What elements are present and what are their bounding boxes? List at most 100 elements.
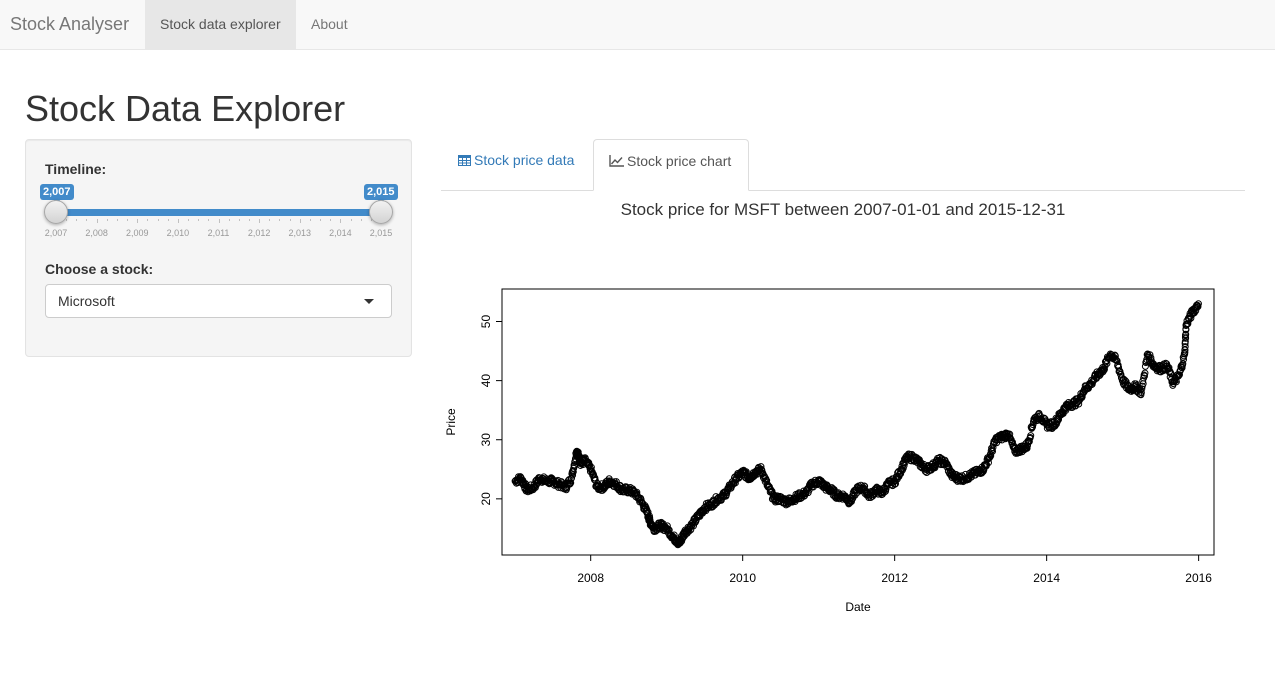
tab-stock-price-data[interactable]: Stock price data (443, 139, 589, 181)
slider-grid-tick (228, 219, 230, 221)
slider-grid-label: 2,011 (207, 228, 230, 238)
data-point (1027, 432, 1035, 440)
data-point (1175, 371, 1183, 379)
slider-grid-tick (248, 219, 250, 221)
data-point (663, 522, 671, 530)
tab-stock-price-chart[interactable]: Stock price chart (593, 139, 749, 191)
data-point (1182, 330, 1190, 338)
data-point (685, 527, 693, 535)
x-tick-label: 2008 (577, 571, 604, 585)
data-point (757, 463, 765, 471)
slider-grid-label: 2,010 (166, 228, 190, 238)
slider-grid-tick (147, 219, 149, 221)
x-tick-label: 2010 (729, 571, 756, 585)
y-tick-label: 20 (479, 492, 493, 506)
data-point (1116, 368, 1124, 376)
data-point (1138, 385, 1146, 393)
plot-frame (501, 288, 1215, 556)
data-point (761, 473, 769, 481)
slider-grid-tick (157, 219, 159, 221)
y-tick-label: 50 (479, 315, 493, 329)
timeline-label: Timeline: (45, 161, 107, 177)
data-point (1115, 363, 1123, 371)
x-tick-label: 2014 (1033, 571, 1060, 585)
stock-price-chart: Stock price for MSFT between 2007-01-01 … (444, 200, 1215, 614)
data-point (731, 479, 739, 487)
slider-grid-tick (218, 219, 220, 223)
slider-grid-tick (299, 219, 301, 223)
slider-grid-tick (269, 219, 271, 221)
slider-grid-tick (127, 219, 129, 221)
slider-grid-tick (309, 219, 311, 221)
slider-grid-label: 2,014 (329, 228, 352, 238)
slider-grid-tick (106, 219, 108, 221)
slider-grid-tick (177, 219, 179, 223)
slider-grid-tick (137, 219, 139, 223)
data-point (1075, 400, 1083, 408)
data-point (1184, 320, 1192, 328)
slider-grid-tick (96, 219, 98, 223)
data-point (1194, 300, 1202, 308)
slider-grid-tick (350, 219, 352, 221)
chart-title: Stock price for MSFT between 2007-01-01 … (621, 200, 1066, 219)
app-brand[interactable]: Stock Analyser (10, 14, 130, 34)
stock-select-value: Microsoft (58, 293, 115, 309)
data-point (1181, 343, 1189, 351)
slider-grid-tick (289, 219, 291, 221)
slider-grid-tick (208, 219, 210, 221)
slider-from-handle[interactable] (44, 200, 68, 224)
slider-to-handle[interactable] (369, 200, 393, 224)
slider-grid-tick (340, 219, 342, 223)
data-point (989, 447, 997, 455)
slider-grid-label: 2,007 (44, 228, 68, 238)
data-point (1122, 378, 1130, 386)
data-point (772, 493, 780, 501)
slider-grid-tick (360, 219, 362, 221)
slider-selected-range[interactable] (56, 209, 381, 216)
data-point (591, 474, 599, 482)
data-point (670, 531, 678, 539)
x-axis-label: Date (845, 600, 871, 614)
slider-grid-tick (320, 219, 322, 221)
data-point (861, 482, 869, 490)
slider-grid-tick (167, 219, 169, 221)
tab-stock-price-data-label: Stock price data (474, 152, 575, 168)
data-point (1194, 303, 1202, 311)
data-point (586, 461, 594, 469)
nav-tab-stock-data-explorer[interactable]: Stock data explorer (145, 0, 296, 49)
data-point (664, 525, 672, 533)
page-title: Stock Data Explorer (25, 88, 346, 129)
data-point (1178, 364, 1186, 372)
choose-stock-label: Choose a stock: (45, 261, 154, 277)
slider-grid-tick (238, 219, 240, 221)
caret-down-icon (364, 299, 374, 304)
data-point (1023, 442, 1031, 450)
data-point (763, 477, 771, 485)
slider-grid-tick (279, 219, 281, 221)
data-point (1182, 334, 1190, 342)
sidebar-panel (25, 139, 412, 357)
slider-grid-tick (198, 219, 200, 221)
data-point (567, 479, 575, 487)
data-point (758, 466, 766, 474)
line-chart-icon (609, 141, 624, 183)
slider-from-value: 2,007 (40, 184, 74, 203)
x-tick-label: 2012 (881, 571, 908, 585)
data-point (1141, 372, 1149, 380)
nav-tab-about[interactable]: About (311, 16, 348, 32)
y-tick-label: 30 (479, 433, 493, 447)
navbar: Stock Analyser Stock data explorer About (0, 0, 1275, 50)
slider-grid-tick (66, 219, 68, 221)
slider-grid-tick (259, 219, 261, 223)
price-series (511, 300, 1202, 549)
slider-grid-label: 2,009 (125, 228, 149, 238)
slider-grid-tick (330, 219, 332, 221)
slider-grid-label: 2,012 (247, 228, 271, 238)
y-axis-label: Price (444, 408, 458, 436)
stock-select[interactable]: Microsoft (45, 284, 392, 318)
slider-grid-tick (86, 219, 88, 221)
slider-grid-tick (188, 219, 190, 221)
slider-to-value: 2,015 (364, 184, 398, 203)
x-tick-label: 2016 (1185, 571, 1212, 585)
slider-grid-tick (116, 219, 118, 221)
